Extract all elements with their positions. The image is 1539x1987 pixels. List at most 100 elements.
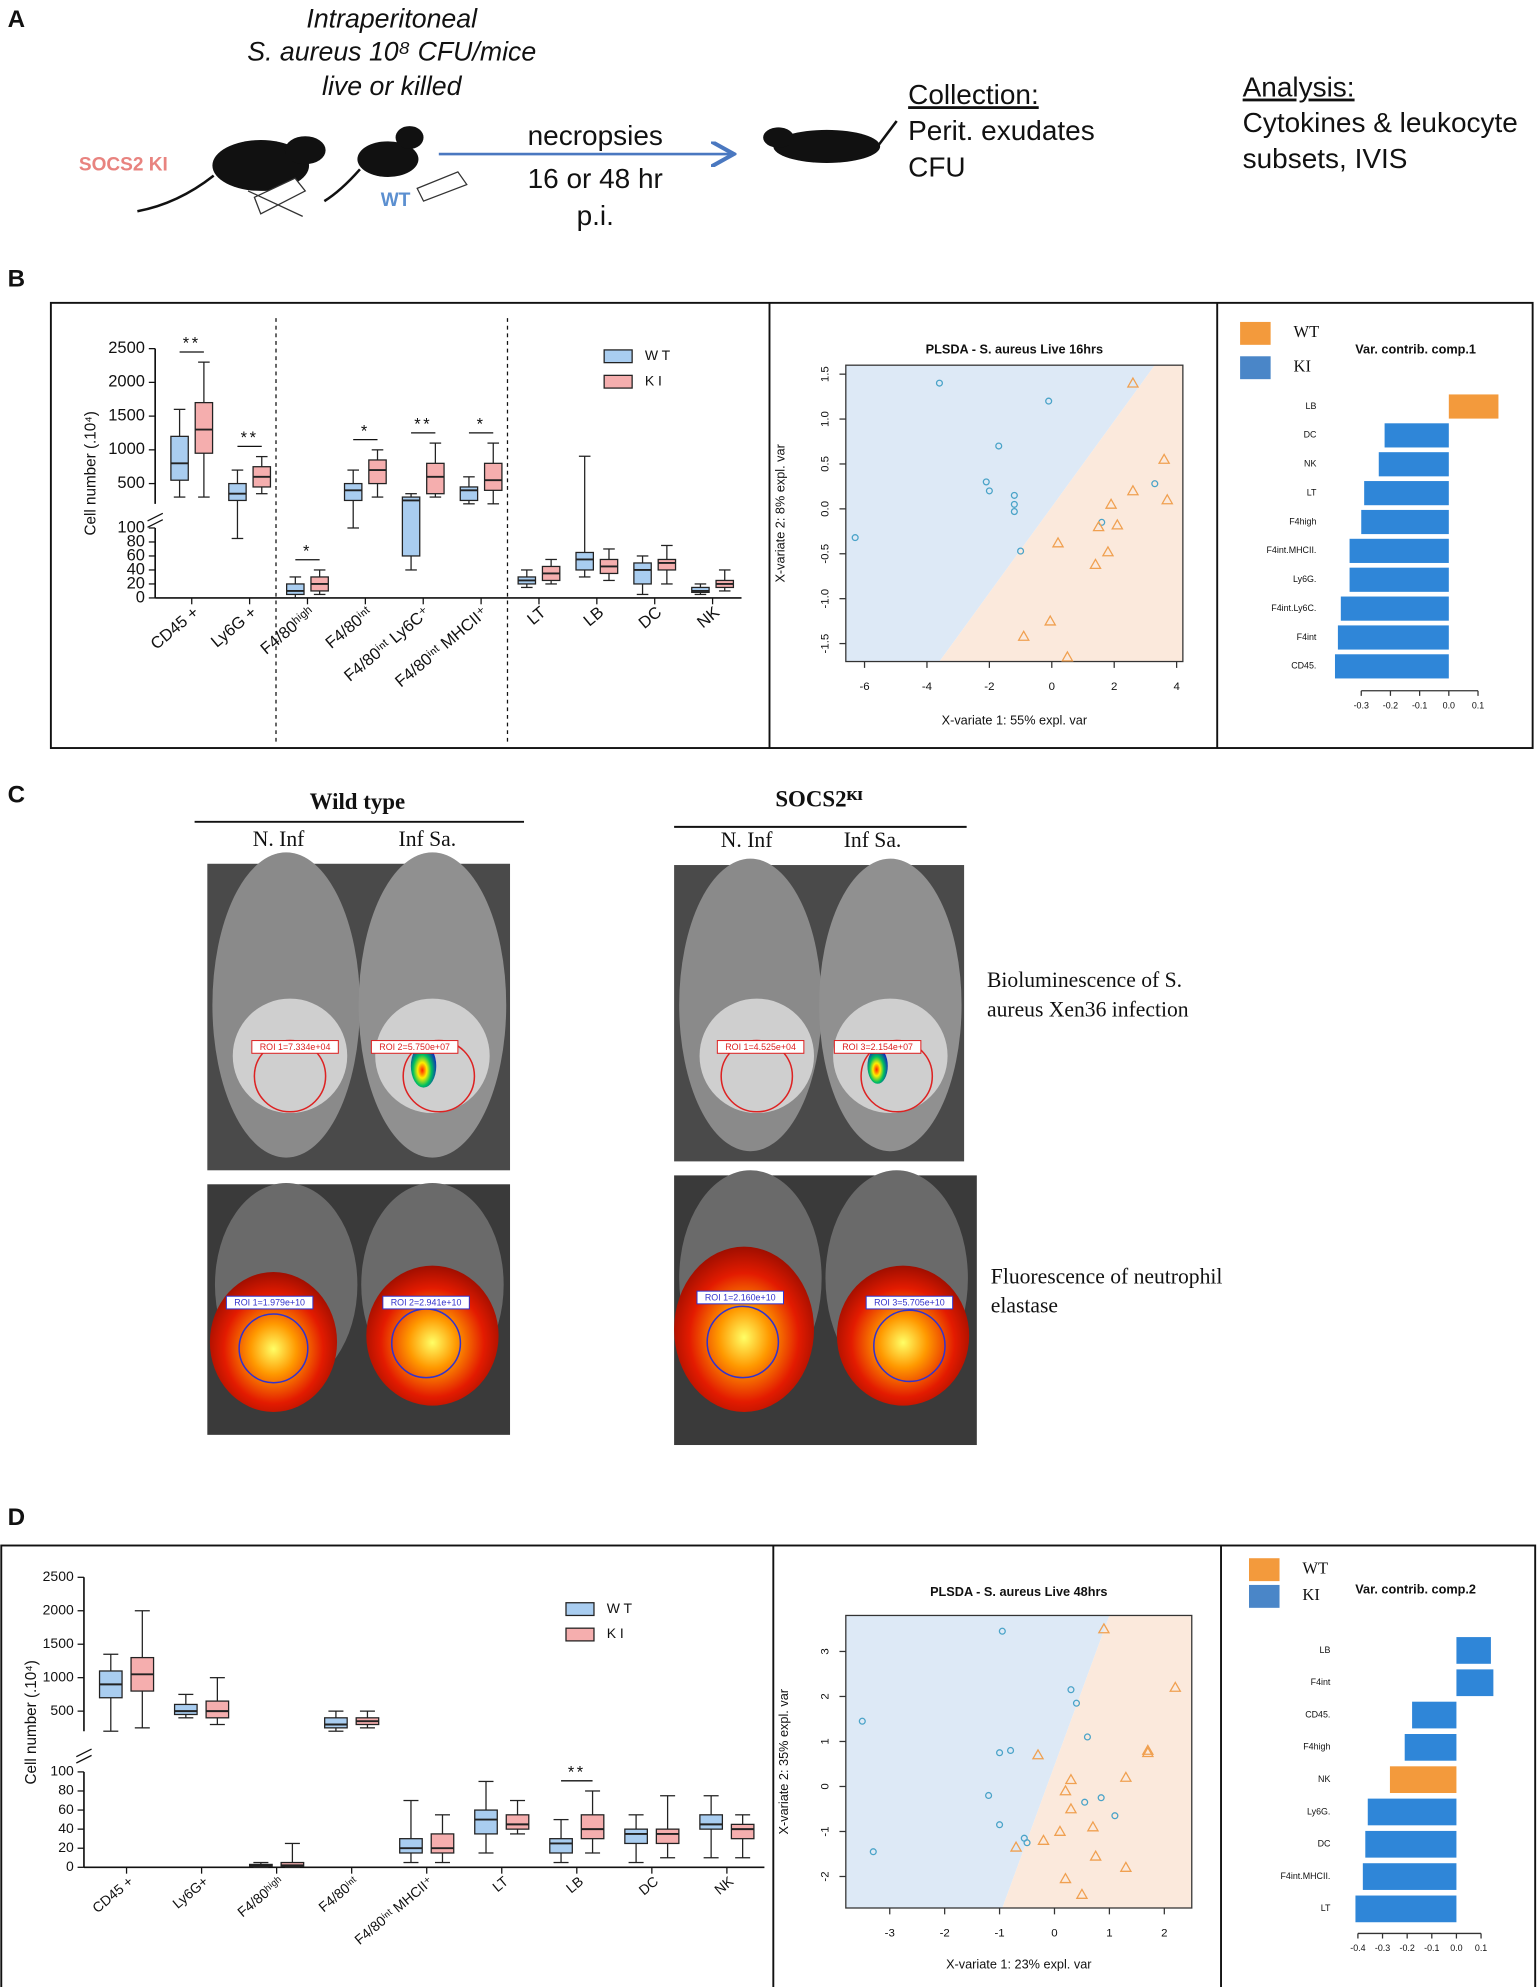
y-tick-label: 100 (50, 1763, 74, 1779)
x-tick-label: LT (523, 603, 549, 629)
y-axis-label: X-variate 2: 8% expl. var (772, 443, 787, 582)
point (1161, 493, 1174, 505)
group-title: Wild type (310, 789, 406, 814)
y-axis-label: Cell number (.10⁴) (23, 1660, 40, 1784)
x-tick-label: CD45 + (147, 603, 202, 654)
axis-break (76, 1748, 92, 1764)
point (1010, 500, 1018, 508)
panel-label: B (8, 265, 25, 292)
roi-label: ROI 2=5.750e+07 (379, 1042, 450, 1052)
mouse-label: SOCS2 KI (79, 155, 168, 176)
point (1092, 520, 1105, 532)
y-tick-label: 1.0 (819, 411, 831, 427)
x-tick-label: 0.1 (1475, 1943, 1487, 1953)
roi-label: ROI 1=4.525e+04 (725, 1042, 796, 1052)
x-axis-label: X-variate 1: 55% expl. var (942, 713, 1088, 728)
column-label: N. Inf (721, 828, 773, 852)
class-region (1002, 1615, 1192, 1908)
significance-label: * (303, 542, 312, 561)
point (851, 534, 859, 542)
point (1017, 547, 1025, 555)
point (982, 478, 990, 486)
point (1097, 1794, 1105, 1802)
y-tick-label: LB (1306, 401, 1317, 411)
y-tick-label: F4int.MHCII. (1267, 545, 1317, 555)
timing-text: necropsies (528, 120, 663, 151)
box (633, 562, 652, 585)
point (1072, 1699, 1081, 1707)
point (1097, 1622, 1111, 1634)
point (996, 1821, 1004, 1829)
box (401, 496, 421, 557)
x-tick-label: -0.1 (1424, 1943, 1439, 1953)
y-tick-label: 80 (58, 1782, 74, 1798)
mouse-dead (763, 120, 898, 163)
x-tick-label: 0.0 (1443, 700, 1455, 710)
box (699, 1814, 724, 1830)
point (1157, 453, 1171, 464)
legend-swatch (1240, 321, 1271, 345)
column-label: Inf Sa. (399, 827, 457, 851)
point (985, 487, 993, 495)
point (1009, 1840, 1023, 1852)
roi-box (225, 1295, 314, 1310)
y-tick-label: Ly6G. (1293, 574, 1316, 584)
box (228, 482, 247, 502)
y-tick-label: 100 (117, 517, 145, 536)
y-tick-label: 40 (58, 1820, 74, 1836)
legend-swatch (603, 374, 633, 389)
x-tick-label: -0.4 (1350, 1943, 1365, 1953)
point (1010, 491, 1018, 499)
point (998, 1627, 1006, 1635)
collection-text: CFU (908, 152, 965, 183)
x-tick-label: 0.0 (1450, 1943, 1462, 1953)
y-tick-label: 20 (58, 1839, 74, 1855)
panel-frame (0, 1544, 1537, 1987)
box (657, 558, 677, 571)
x-tick-label: -0.2 (1400, 1943, 1415, 1953)
x-tick-label: -0.3 (1354, 700, 1369, 710)
class-region (845, 365, 1155, 662)
x-tick-label: 4 (1173, 681, 1180, 693)
point (995, 442, 1003, 450)
roi-box (382, 1295, 470, 1310)
box (205, 1700, 230, 1719)
x-tick-label: -0.3 (1375, 1943, 1390, 1953)
box (483, 462, 503, 491)
panel-frame (49, 301, 1534, 749)
point (1141, 1744, 1155, 1755)
bar (1362, 1863, 1457, 1890)
roi-box (716, 1040, 805, 1054)
y-tick-label: 2000 (108, 372, 145, 391)
y-tick-label: 0.0 (819, 501, 831, 517)
y-tick-label: 500 (117, 473, 145, 492)
point (1081, 1798, 1089, 1806)
y-tick-label: 0 (136, 587, 145, 606)
y-tick-label: 0 (819, 1783, 831, 1789)
x-tick-label: F4/80ʰⁱᵍʰ (257, 603, 318, 659)
point (996, 1749, 1004, 1757)
panel-label: D (8, 1504, 25, 1531)
point (1086, 1820, 1100, 1832)
point (985, 1791, 993, 1800)
point (1101, 545, 1115, 557)
collection-text: Perit. exudates (908, 115, 1095, 146)
y-tick-label: 3 (819, 1648, 831, 1654)
x-tick-label: LB (580, 603, 608, 631)
panel-label: C (8, 782, 25, 809)
x-tick-label: F4/80ⁱⁿᵗ (315, 1873, 361, 1915)
collection-heading: Collection: (908, 79, 1039, 110)
significance-label: ** (414, 415, 432, 434)
y-tick-label: 1000 (108, 439, 145, 458)
roi-box (865, 1295, 954, 1310)
box (474, 1809, 498, 1835)
box (730, 1823, 755, 1840)
box (505, 1814, 530, 1830)
point (1031, 1748, 1045, 1760)
point (1119, 1861, 1133, 1872)
bar (1456, 1637, 1491, 1664)
y-tick-label: 2000 (43, 1601, 74, 1617)
point (1126, 376, 1140, 388)
x-tick-label: NK (711, 1872, 737, 1897)
box (430, 1833, 455, 1854)
